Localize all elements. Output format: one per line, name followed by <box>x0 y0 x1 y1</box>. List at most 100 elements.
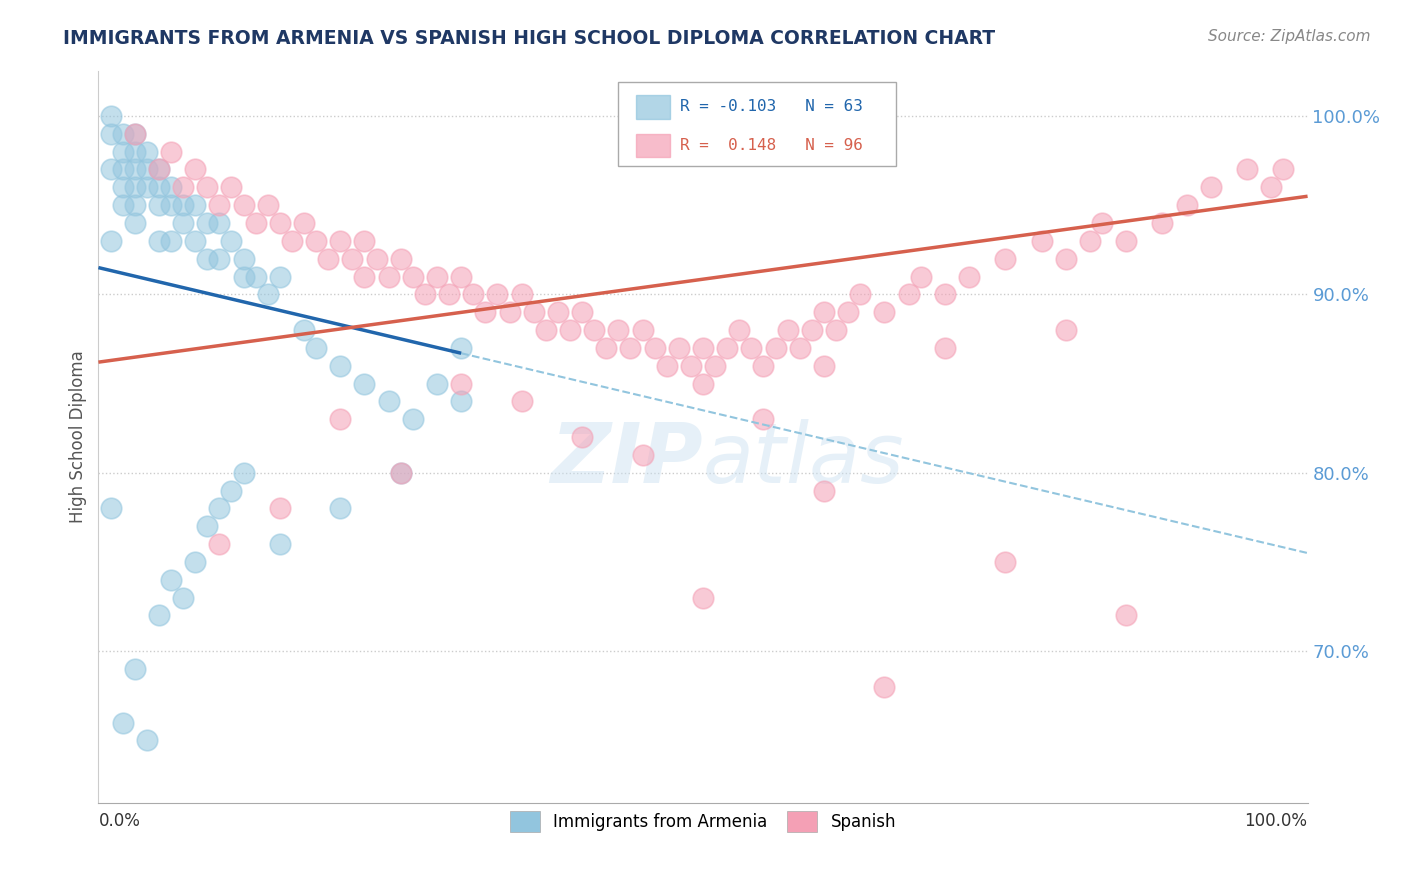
Point <box>413 287 436 301</box>
Point <box>184 234 207 248</box>
Point <box>450 394 472 409</box>
Point <box>160 180 183 194</box>
Point <box>124 180 146 194</box>
Point <box>256 287 278 301</box>
Point <box>1272 162 1295 177</box>
Point <box>124 662 146 676</box>
Point <box>195 180 218 194</box>
Point <box>813 483 835 498</box>
Point <box>305 341 328 355</box>
Point <box>111 162 134 177</box>
Point <box>269 269 291 284</box>
Text: R =  0.148   N = 96: R = 0.148 N = 96 <box>681 137 863 153</box>
Point <box>789 341 811 355</box>
Point <box>208 501 231 516</box>
Point <box>111 180 134 194</box>
Point <box>353 269 375 284</box>
Point <box>329 501 352 516</box>
Point <box>221 180 243 194</box>
Point <box>1091 216 1114 230</box>
Point <box>776 323 799 337</box>
Point <box>305 234 328 248</box>
Point <box>389 466 412 480</box>
Point <box>111 145 134 159</box>
Point <box>184 198 207 212</box>
Point <box>486 287 509 301</box>
Point <box>897 287 920 301</box>
Point <box>377 394 399 409</box>
Point <box>232 269 254 284</box>
Point <box>366 252 388 266</box>
Point <box>195 252 218 266</box>
Point <box>849 287 872 301</box>
Point <box>1115 234 1137 248</box>
Point <box>111 198 134 212</box>
Point <box>510 394 533 409</box>
Point <box>124 127 146 141</box>
Point <box>679 359 702 373</box>
Point <box>437 287 460 301</box>
Text: 100.0%: 100.0% <box>1244 812 1308 830</box>
Point <box>124 145 146 159</box>
Point <box>1054 252 1077 266</box>
Point <box>837 305 859 319</box>
Point <box>232 198 254 212</box>
Point <box>426 376 449 391</box>
Point <box>269 501 291 516</box>
Point <box>148 162 170 177</box>
Legend: Immigrants from Armenia, Spanish: Immigrants from Armenia, Spanish <box>503 805 903 838</box>
Text: ZIP: ZIP <box>550 418 703 500</box>
Point <box>269 537 291 551</box>
Point <box>148 234 170 248</box>
Point <box>256 198 278 212</box>
Point <box>148 162 170 177</box>
Point <box>208 198 231 212</box>
Point <box>692 341 714 355</box>
Point <box>245 269 267 284</box>
Point <box>716 341 738 355</box>
Point <box>100 109 122 123</box>
Point <box>1054 323 1077 337</box>
Point <box>195 216 218 230</box>
Point <box>135 733 157 747</box>
Text: Source: ZipAtlas.com: Source: ZipAtlas.com <box>1208 29 1371 44</box>
Point <box>316 252 339 266</box>
Point <box>148 180 170 194</box>
Point <box>547 305 569 319</box>
Point <box>800 323 823 337</box>
Point <box>377 269 399 284</box>
Text: R = -0.103   N = 63: R = -0.103 N = 63 <box>681 99 863 114</box>
Point <box>873 680 896 694</box>
Point <box>1078 234 1101 248</box>
Point <box>100 501 122 516</box>
Point <box>281 234 304 248</box>
Point <box>389 252 412 266</box>
Point <box>124 127 146 141</box>
Point <box>631 323 654 337</box>
Point <box>135 162 157 177</box>
Point <box>450 341 472 355</box>
Point <box>100 162 122 177</box>
Point <box>873 305 896 319</box>
Point <box>655 359 678 373</box>
FancyBboxPatch shape <box>637 95 671 119</box>
Point <box>184 555 207 569</box>
Point <box>910 269 932 284</box>
Point <box>825 323 848 337</box>
Point <box>329 359 352 373</box>
FancyBboxPatch shape <box>637 134 671 157</box>
Point <box>353 234 375 248</box>
Point <box>342 252 364 266</box>
Point <box>426 269 449 284</box>
Point <box>148 198 170 212</box>
Point <box>208 537 231 551</box>
Point <box>208 216 231 230</box>
Point <box>160 573 183 587</box>
Point <box>160 145 183 159</box>
Point <box>269 216 291 230</box>
Point <box>450 269 472 284</box>
Point <box>994 555 1017 569</box>
Text: atlas: atlas <box>703 418 904 500</box>
Point <box>523 305 546 319</box>
Point <box>232 252 254 266</box>
